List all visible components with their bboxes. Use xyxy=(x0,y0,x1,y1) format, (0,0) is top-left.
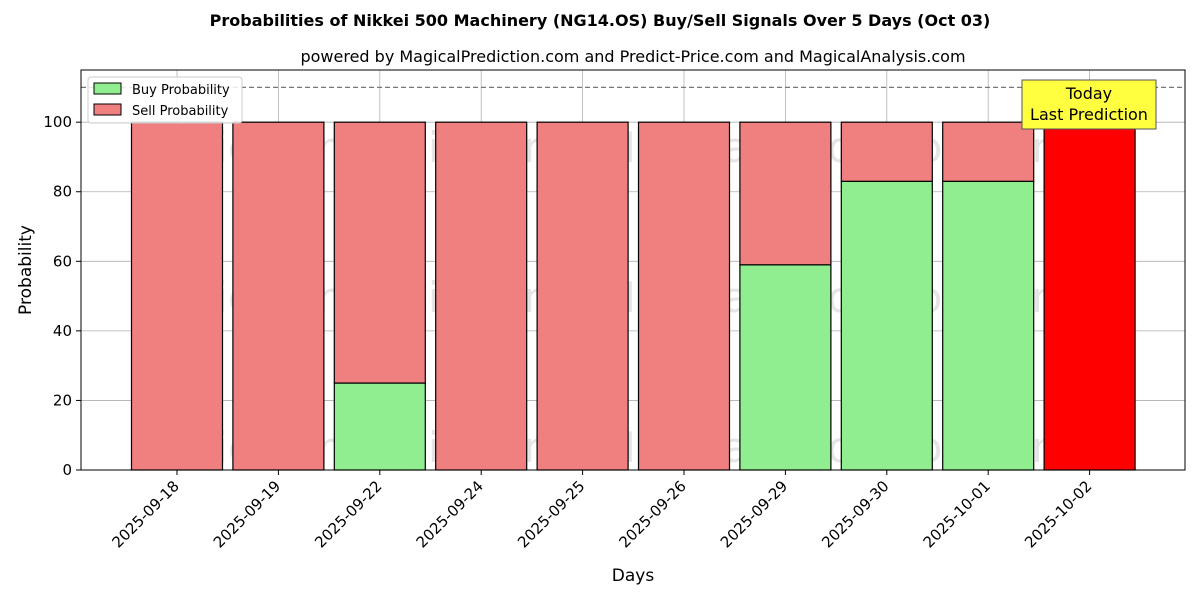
bar-buy-2025-09-29 xyxy=(739,264,832,471)
x-tick-label: 2025-09-19 xyxy=(210,477,284,551)
chart-title: Probabilities of Nikkei 500 Machinery (N… xyxy=(210,11,991,30)
legend-swatch-sell xyxy=(93,103,122,116)
bar-sell-2025-09-26 xyxy=(637,121,731,471)
bar-sell-2025-09-22 xyxy=(333,121,426,384)
x-axis-label: Days xyxy=(612,566,655,586)
x-tick-label: 2025-10-01 xyxy=(920,477,994,551)
annotation-box xyxy=(1021,79,1157,130)
legend[interactable]: Buy Probability Sell Probability xyxy=(87,76,243,124)
y-tick-label: 80 xyxy=(53,183,72,201)
bar-buy-2025-10-01 xyxy=(942,180,1035,471)
bar-sell-2025-09-19 xyxy=(232,121,325,471)
bars xyxy=(130,121,1136,471)
x-axis: 2025-09-18 2025-09-19 2025-09-22 2025-09-24… xyxy=(108,470,1095,551)
x-tick-label: 2025-09-26 xyxy=(615,477,689,551)
x-tick-label: 2025-09-29 xyxy=(717,477,791,551)
bar-sell-2025-09-30 xyxy=(840,121,933,182)
annotation-line-2: Last Prediction xyxy=(1030,105,1148,124)
x-tick-label: 2025-09-18 xyxy=(108,477,182,551)
annotation-line-1: Today xyxy=(1065,84,1112,103)
bar-sell-2025-09-25 xyxy=(536,121,629,471)
bar-sell-2025-10-01 xyxy=(942,121,1035,182)
legend-swatch-buy xyxy=(93,82,122,95)
bar-sell-2025-09-29 xyxy=(739,121,832,266)
x-tick-label: 2025-10-02 xyxy=(1021,477,1095,551)
y-tick-label: 100 xyxy=(43,113,72,131)
today-annotation: Today Last Prediction xyxy=(1021,79,1157,130)
y-tick-label: 20 xyxy=(53,391,72,409)
x-tick-label: 2025-09-25 xyxy=(514,477,588,551)
y-tick-label: 60 xyxy=(53,252,72,270)
x-tick-label: 2025-09-22 xyxy=(311,477,385,551)
chart-subtitle: powered by MagicalPrediction.com and Pre… xyxy=(300,47,965,66)
y-tick-label: 0 xyxy=(62,461,72,479)
y-axis-label: Probability xyxy=(16,225,36,315)
bar-sell-2025-09-18 xyxy=(130,121,224,471)
y-tick-label: 40 xyxy=(53,322,72,340)
x-tick-label: 2025-09-30 xyxy=(818,477,892,551)
bar-buy-2025-09-30 xyxy=(840,180,933,471)
legend-label-buy: Buy Probability xyxy=(132,83,230,98)
y-axis: 0 20 40 60 80 100 xyxy=(43,113,81,479)
legend-box xyxy=(87,76,243,124)
bar-sell-2025-09-24 xyxy=(435,121,528,471)
bar-sell-2025-10-02 xyxy=(1043,121,1136,471)
x-tick-label: 2025-09-24 xyxy=(413,477,487,551)
bar-buy-2025-09-22 xyxy=(333,382,426,471)
legend-label-sell: Sell Probability xyxy=(132,104,229,119)
plot-frame xyxy=(80,69,1186,471)
